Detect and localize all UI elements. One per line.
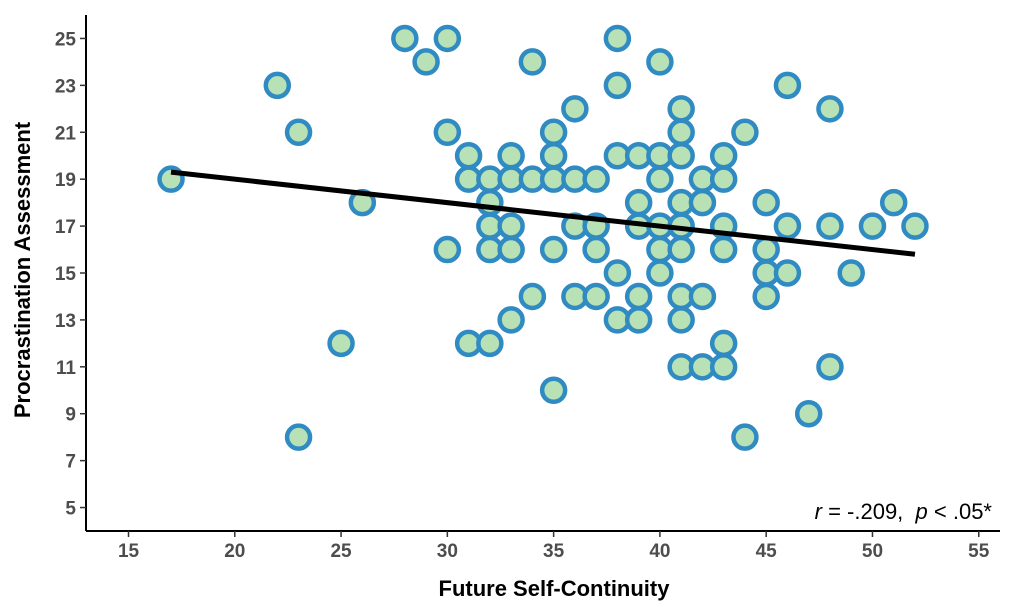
data-point — [709, 165, 738, 193]
regression-line — [170, 169, 916, 257]
data-point — [646, 259, 674, 287]
x-tick-label: 55 — [968, 541, 990, 562]
data-point — [497, 306, 525, 334]
data-point — [709, 235, 738, 264]
data-point — [816, 353, 844, 381]
y-tick-label: 15 — [55, 264, 77, 285]
data-point — [497, 141, 525, 170]
y-tick-label: 11 — [56, 358, 77, 379]
data-point — [603, 259, 632, 287]
data-point — [539, 376, 568, 405]
x-tick-label: 40 — [649, 541, 670, 562]
data-point — [667, 235, 695, 264]
correlation-annotation: r = -.209, p < .05* — [815, 499, 993, 524]
data-point — [582, 165, 610, 193]
data-point — [539, 118, 568, 147]
data-point — [412, 48, 440, 76]
x-tick-label: 35 — [543, 541, 565, 562]
data-point — [624, 188, 653, 217]
data-point — [879, 188, 908, 217]
data-point — [646, 165, 674, 193]
data-point — [709, 353, 738, 381]
y-tick-label: 25 — [55, 29, 77, 50]
y-tick-label: 23 — [55, 76, 76, 97]
data-point — [773, 259, 802, 287]
data-point — [539, 235, 568, 264]
y-tick-label: 5 — [65, 499, 76, 520]
data-point — [327, 329, 355, 358]
data-point — [667, 306, 695, 334]
data-point — [667, 95, 695, 123]
data-point — [561, 95, 589, 123]
data-point — [624, 306, 653, 334]
data-point — [624, 282, 653, 311]
data-point — [476, 329, 504, 358]
data-point — [454, 141, 483, 170]
data-point — [752, 235, 780, 264]
x-tick-label: 45 — [756, 541, 778, 562]
data-point — [284, 423, 313, 451]
data-point — [752, 282, 780, 311]
data-point — [582, 235, 610, 264]
data-point — [433, 118, 462, 147]
y-axis-title: Procrastination Assessment — [10, 121, 35, 418]
x-tick-label: 20 — [224, 541, 245, 562]
data-point — [539, 141, 568, 170]
data-point — [667, 141, 695, 170]
data-point — [752, 188, 780, 217]
data-point — [497, 235, 525, 264]
data-point — [837, 259, 865, 287]
x-tick-label: 30 — [437, 541, 458, 562]
data-point — [858, 212, 887, 240]
data-point — [263, 71, 292, 100]
data-point — [709, 141, 738, 170]
x-axis-title: Future Self-Continuity — [439, 576, 671, 601]
data-point — [688, 188, 717, 217]
data-point — [794, 399, 823, 428]
data-point — [816, 95, 844, 123]
data-point — [731, 423, 759, 451]
y-tick-label: 17 — [55, 217, 76, 238]
y-tick-label: 7 — [65, 452, 76, 473]
data-point — [391, 24, 419, 53]
data-point — [497, 212, 525, 240]
x-tick-label: 15 — [118, 541, 140, 562]
y-tick-label: 13 — [55, 311, 76, 332]
data-point — [603, 24, 632, 53]
x-tick-label: 25 — [330, 541, 352, 562]
r-symbol: r — [815, 499, 824, 524]
data-point — [518, 282, 547, 311]
fit-line-layer — [170, 169, 916, 257]
data-point — [582, 282, 610, 311]
y-tick-label: 19 — [55, 170, 76, 191]
data-point — [603, 71, 632, 100]
points-layer — [157, 24, 929, 451]
y-tick-label: 9 — [65, 405, 76, 426]
p-value: < .05* — [928, 499, 993, 524]
data-point — [731, 118, 759, 147]
data-point — [773, 212, 802, 240]
data-point — [816, 212, 844, 240]
data-point — [518, 48, 547, 76]
data-point — [688, 282, 717, 311]
data-point — [901, 212, 929, 240]
data-point — [646, 48, 674, 76]
data-point — [433, 235, 462, 264]
data-point — [433, 24, 462, 53]
r-value: = -.209, — [822, 499, 916, 524]
data-point — [709, 329, 738, 358]
p-symbol: p — [915, 499, 928, 524]
x-tick-label: 50 — [862, 541, 883, 562]
data-point — [284, 118, 313, 147]
y-tick-label: 21 — [55, 123, 77, 144]
data-point — [773, 71, 802, 100]
data-point — [667, 118, 695, 147]
